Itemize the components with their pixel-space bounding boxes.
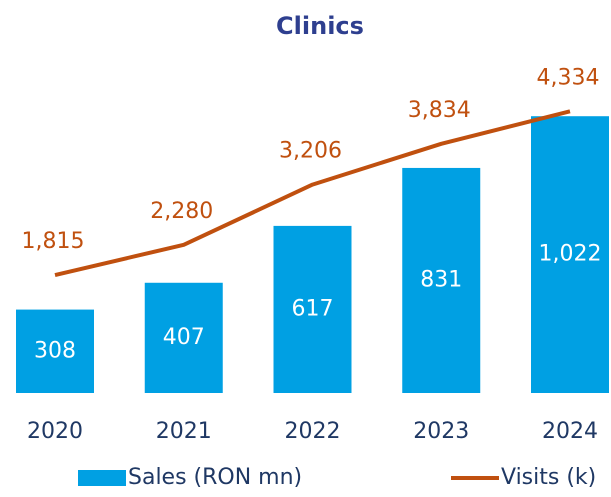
x-tick-label: 2020 [27, 419, 83, 444]
bar [531, 116, 609, 393]
bar [16, 309, 94, 393]
line-value-label: 4,334 [537, 65, 600, 90]
line [54, 109, 571, 277]
x-tick-label: 2022 [285, 419, 341, 444]
x-tick-label: 2024 [542, 419, 598, 444]
bar [402, 167, 481, 393]
bar [144, 282, 223, 393]
bar-value-label: 617 [292, 296, 334, 321]
line-value-label: 2,280 [150, 199, 213, 224]
bar-value-label: 308 [34, 338, 76, 363]
line-value-label: 3,206 [279, 139, 342, 164]
line-value-label: 3,834 [408, 98, 471, 123]
bar-value-label: 831 [420, 267, 462, 292]
legend-label: Visits (k) [501, 465, 596, 490]
legend-label: Sales (RON mn) [128, 465, 302, 490]
bar [273, 225, 352, 393]
bar-value-label: 1,022 [539, 242, 602, 267]
line-value-label: 1,815 [22, 229, 85, 254]
x-tick-label: 2023 [413, 419, 469, 444]
chart-title: Clinics [276, 12, 364, 40]
legend-swatch [78, 470, 126, 486]
x-tick-label: 2021 [156, 419, 212, 444]
bar-value-label: 407 [163, 325, 205, 350]
